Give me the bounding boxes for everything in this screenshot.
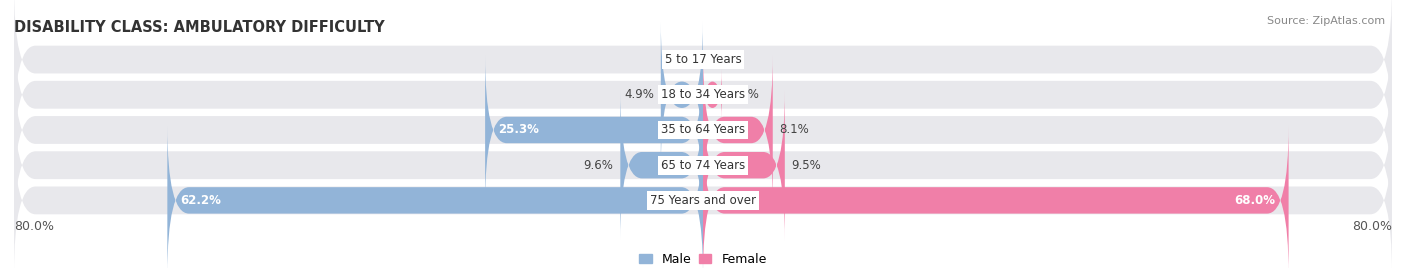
FancyBboxPatch shape xyxy=(703,69,721,120)
Text: 68.0%: 68.0% xyxy=(1234,194,1275,207)
Text: 80.0%: 80.0% xyxy=(14,220,53,233)
FancyBboxPatch shape xyxy=(167,126,703,268)
Text: 80.0%: 80.0% xyxy=(1353,220,1392,233)
Text: 25.3%: 25.3% xyxy=(498,124,538,136)
Text: 62.2%: 62.2% xyxy=(180,194,221,207)
FancyBboxPatch shape xyxy=(661,22,703,168)
FancyBboxPatch shape xyxy=(14,56,1392,204)
Text: 8.1%: 8.1% xyxy=(780,124,810,136)
FancyBboxPatch shape xyxy=(14,91,1392,239)
FancyBboxPatch shape xyxy=(14,0,1392,134)
FancyBboxPatch shape xyxy=(14,126,1392,268)
Legend: Male, Female: Male, Female xyxy=(634,248,772,268)
FancyBboxPatch shape xyxy=(620,90,703,240)
Text: 0.0%: 0.0% xyxy=(713,53,742,66)
Text: 9.5%: 9.5% xyxy=(792,159,821,172)
Text: 18 to 34 Years: 18 to 34 Years xyxy=(661,88,745,101)
FancyBboxPatch shape xyxy=(14,21,1392,169)
Text: Source: ZipAtlas.com: Source: ZipAtlas.com xyxy=(1267,16,1385,26)
FancyBboxPatch shape xyxy=(703,55,773,205)
Text: DISABILITY CLASS: AMBULATORY DIFFICULTY: DISABILITY CLASS: AMBULATORY DIFFICULTY xyxy=(14,20,385,35)
Text: 0.0%: 0.0% xyxy=(664,53,693,66)
Text: 5 to 17 Years: 5 to 17 Years xyxy=(665,53,741,66)
Text: 35 to 64 Years: 35 to 64 Years xyxy=(661,124,745,136)
Text: 4.9%: 4.9% xyxy=(624,88,654,101)
FancyBboxPatch shape xyxy=(703,90,785,240)
Text: 75 Years and over: 75 Years and over xyxy=(650,194,756,207)
FancyBboxPatch shape xyxy=(485,55,703,205)
Text: 2.2%: 2.2% xyxy=(728,88,759,101)
FancyBboxPatch shape xyxy=(703,126,1289,268)
Text: 65 to 74 Years: 65 to 74 Years xyxy=(661,159,745,172)
Text: 9.6%: 9.6% xyxy=(583,159,613,172)
